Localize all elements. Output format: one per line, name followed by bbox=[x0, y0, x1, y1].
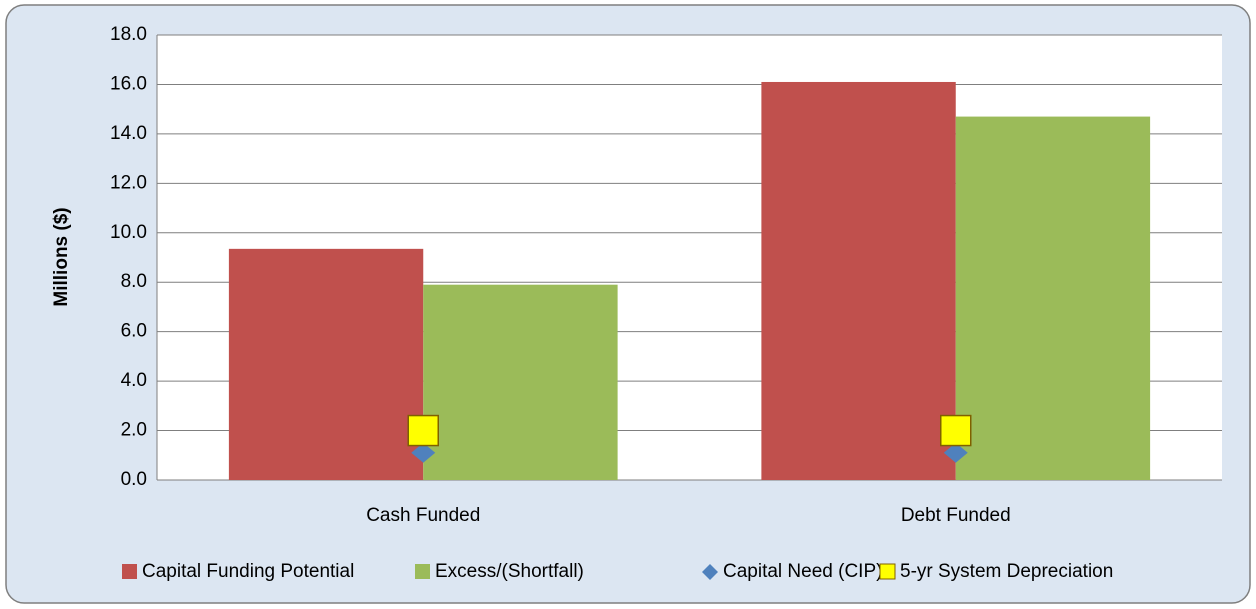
legend-swatch bbox=[122, 564, 137, 579]
y-tick-label: 4.0 bbox=[121, 370, 147, 391]
y-tick-label: 18.0 bbox=[110, 24, 147, 45]
bar bbox=[423, 284, 618, 480]
marker-square bbox=[407, 414, 439, 447]
legend-swatch bbox=[415, 564, 430, 579]
legend-swatch bbox=[879, 563, 896, 580]
legend-label: 5-yr System Depreciation bbox=[900, 561, 1113, 582]
marker-diamond bbox=[411, 442, 436, 463]
legend-swatch bbox=[702, 564, 718, 580]
x-tick-label: Cash Funded bbox=[366, 505, 480, 526]
y-tick-label: 8.0 bbox=[121, 271, 147, 292]
y-tick-label: 12.0 bbox=[110, 172, 147, 193]
y-tick-label: 6.0 bbox=[121, 321, 147, 342]
marker-diamond bbox=[943, 442, 968, 463]
marker-square bbox=[940, 414, 972, 447]
y-tick-label: 14.0 bbox=[110, 123, 147, 144]
legend-label: Capital Funding Potential bbox=[142, 561, 354, 582]
y-tick-label: 16.0 bbox=[110, 73, 147, 94]
x-tick-label: Debt Funded bbox=[901, 505, 1011, 526]
y-tick-label: 10.0 bbox=[110, 222, 147, 243]
y-tick-label: 2.0 bbox=[121, 420, 147, 441]
bar bbox=[228, 248, 424, 480]
bar bbox=[955, 116, 1151, 480]
bar bbox=[761, 81, 956, 480]
y-axis-label: Millions ($) bbox=[51, 207, 72, 306]
legend-label: Excess/(Shortfall) bbox=[435, 561, 584, 582]
legend-label: Capital Need (CIP) bbox=[723, 561, 882, 582]
y-tick-label: 0.0 bbox=[121, 469, 147, 490]
